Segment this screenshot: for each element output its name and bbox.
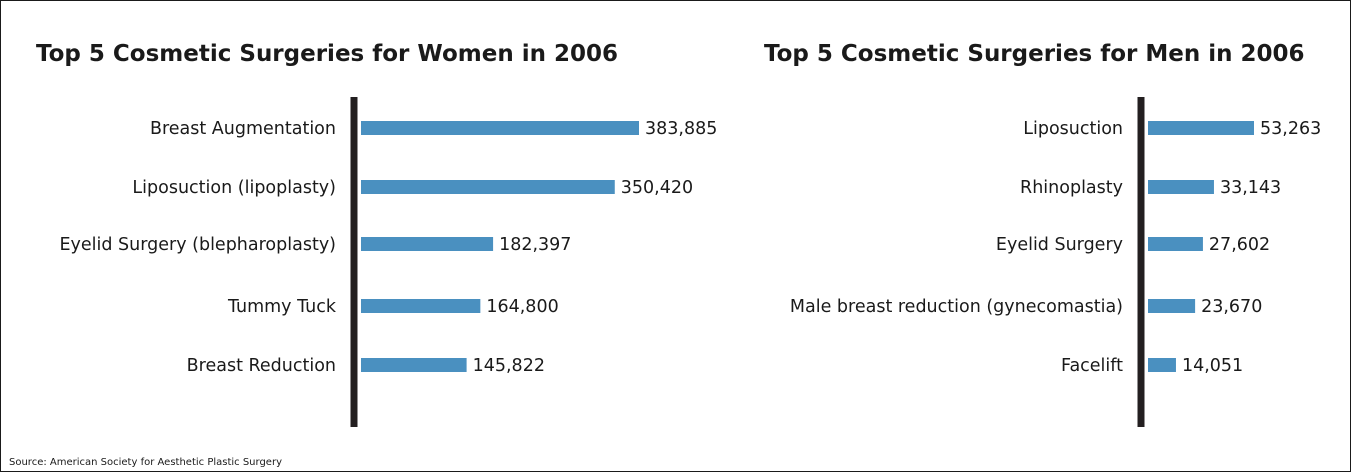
source-note: Source: American Society for Aesthetic P…	[9, 457, 282, 468]
men-category-label: Facelift	[1061, 356, 1123, 376]
men-chart-title: Top 5 Cosmetic Surgeries for Men in 2006	[764, 41, 1305, 67]
women-bar	[361, 237, 494, 251]
men-value-label: 14,051	[1182, 356, 1243, 376]
women-bar	[361, 299, 481, 313]
men-bar	[1148, 358, 1176, 372]
women-bar	[361, 121, 639, 135]
men-category-label: Eyelid Surgery	[996, 235, 1123, 255]
women-category-label: Eyelid Surgery (blepharoplasty)	[59, 235, 336, 255]
women-value-label: 350,420	[621, 178, 693, 198]
men-value-label: 27,602	[1209, 235, 1270, 255]
men-axis-line	[1137, 97, 1145, 427]
men-value-label: 33,143	[1220, 178, 1281, 198]
women-category-label: Tummy Tuck	[227, 297, 337, 317]
men-bar	[1148, 237, 1203, 251]
women-category-label: Breast Reduction	[187, 356, 336, 376]
men-category-label: Male breast reduction (gynecomastia)	[790, 297, 1123, 317]
women-axis-line	[350, 97, 358, 427]
women-bar	[361, 358, 467, 372]
women-category-label: Liposuction (lipoplasty)	[132, 178, 336, 198]
men-bar	[1148, 180, 1214, 194]
women-chart-title: Top 5 Cosmetic Surgeries for Women in 20…	[36, 41, 618, 67]
men-category-label: Liposuction	[1023, 119, 1123, 139]
men-bar	[1148, 121, 1254, 135]
men-category-label: Rhinoplasty	[1020, 178, 1123, 198]
women-value-label: 164,800	[486, 297, 558, 317]
women-value-label: 145,822	[473, 356, 545, 376]
women-category-label: Breast Augmentation	[150, 119, 336, 139]
men-value-label: 53,263	[1260, 119, 1321, 139]
women-value-label: 182,397	[499, 235, 571, 255]
men-value-label: 23,670	[1201, 297, 1262, 317]
women-value-label: 383,885	[645, 119, 717, 139]
men-bar	[1148, 299, 1196, 313]
women-bar	[361, 180, 615, 194]
